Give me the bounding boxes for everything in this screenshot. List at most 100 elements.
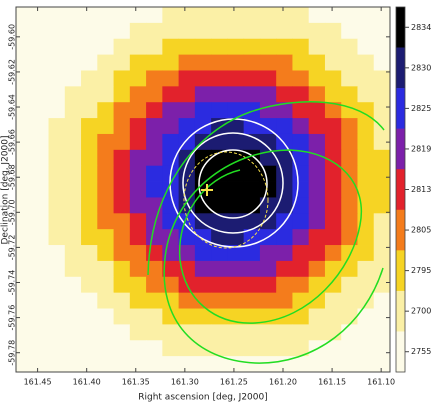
y-tick-label: -59.60 (8, 24, 17, 50)
heatmap-cell (357, 308, 375, 325)
heatmap-cell (97, 149, 114, 167)
heatmap-cell (227, 356, 245, 373)
heatmap-cell (276, 276, 293, 294)
heatmap-cell (81, 245, 98, 262)
heatmap-cell (32, 245, 49, 262)
heatmap-cell (341, 133, 358, 151)
heatmap-cell (113, 260, 131, 278)
heatmap-cell (97, 276, 114, 294)
heatmap-cell (32, 38, 49, 56)
plot-frame (15, 6, 391, 373)
heatmap-cell (211, 245, 228, 262)
heatmap-cell (194, 149, 212, 167)
heatmap-cell (97, 292, 114, 309)
heatmap-cell (211, 86, 228, 103)
heatmap-cell (341, 7, 358, 24)
heatmap-cell (308, 86, 326, 103)
heatmap-cell (292, 213, 310, 230)
heatmap-cell (32, 70, 49, 87)
heatmap-cell (81, 340, 98, 357)
heatmap-cell (113, 213, 131, 230)
heatmap-cell (97, 181, 114, 198)
heatmap-cell (227, 181, 245, 198)
heatmap-cell (227, 245, 245, 262)
heatmap-cell (341, 149, 358, 167)
heatmap-cell (341, 340, 358, 357)
heatmap-cell (16, 165, 33, 182)
heatmap-cell (81, 54, 98, 71)
heatmap-cell (129, 324, 147, 341)
heatmap-cell (341, 197, 358, 214)
heatmap-cell (211, 181, 228, 198)
heatmap-cell (243, 340, 261, 357)
heatmap-cell (16, 22, 33, 40)
heatmap-cell (259, 197, 277, 214)
heatmap-cell (48, 149, 66, 167)
heatmap-cell (373, 356, 391, 373)
heatmap-cell (211, 133, 228, 151)
heatmap-cell (129, 213, 147, 230)
heatmap-cell (276, 7, 293, 24)
heatmap-cell (341, 54, 358, 71)
heatmap-cell (194, 260, 212, 278)
heatmap-cell (357, 149, 375, 167)
heatmap-cell (48, 165, 66, 182)
x-tick-label: 161.30 (171, 378, 199, 387)
heatmap-cell (16, 324, 33, 341)
heatmap-cell (97, 197, 114, 214)
heatmap-cell (357, 118, 375, 135)
heatmap-cell (97, 165, 114, 182)
contour-overlay (147, 101, 385, 364)
heatmap-cell (341, 324, 358, 341)
heatmap-cell (113, 22, 131, 40)
heatmap-cell (178, 38, 196, 56)
heatmap-cell (32, 197, 49, 214)
heatmap-cell (276, 86, 293, 103)
heatmap-cell (308, 70, 326, 87)
heatmap-cell (357, 70, 375, 87)
heatmap-cell (194, 54, 212, 71)
heatmap-cell (324, 229, 342, 246)
heatmap-cell (16, 229, 33, 246)
heatmap-cell (243, 70, 261, 87)
heatmap-cell (373, 245, 391, 262)
heatmap-cell (97, 22, 114, 40)
heatmap-cell (211, 54, 228, 71)
heatmap-cell (211, 324, 228, 341)
heatmap-cell (178, 229, 196, 246)
heatmap-cell (16, 356, 33, 373)
heatmap-cell (357, 102, 375, 119)
heatmap-cell (32, 118, 49, 135)
heatmap-cell (129, 292, 147, 309)
heatmap-cell (64, 276, 82, 294)
heatmap-cell (81, 70, 98, 87)
heatmap-cell (113, 308, 131, 325)
heatmap-cell (97, 340, 114, 357)
heatmap-cell (341, 165, 358, 182)
heatmap-cell (243, 118, 261, 135)
heatmap-cell (357, 260, 375, 278)
heatmap-cell (341, 86, 358, 103)
heatmap-cell (64, 22, 82, 40)
heatmap-cell (276, 324, 293, 341)
heatmap-cell (97, 213, 114, 230)
heatmap-cell (259, 181, 277, 198)
x-tick-label: 161.25 (220, 378, 248, 387)
heatmap-cell (64, 308, 82, 325)
heatmap-cell (64, 260, 82, 278)
heatmap-cell (113, 54, 131, 71)
heatmap-cell (129, 229, 147, 246)
heatmap-cell (16, 133, 33, 151)
heatmap-cell (243, 181, 261, 198)
heatmap-cell (32, 7, 49, 24)
colorbar-segment (396, 47, 405, 89)
heatmap-cell (341, 22, 358, 40)
error-circle (183, 151, 269, 249)
colorbar-segment (396, 7, 405, 48)
heatmap-cell (81, 38, 98, 56)
heatmap-cell (16, 276, 33, 294)
colorbar-tick-label: 2795 (411, 266, 431, 275)
heatmap-cell (276, 197, 293, 214)
heatmap-cell (357, 22, 375, 40)
